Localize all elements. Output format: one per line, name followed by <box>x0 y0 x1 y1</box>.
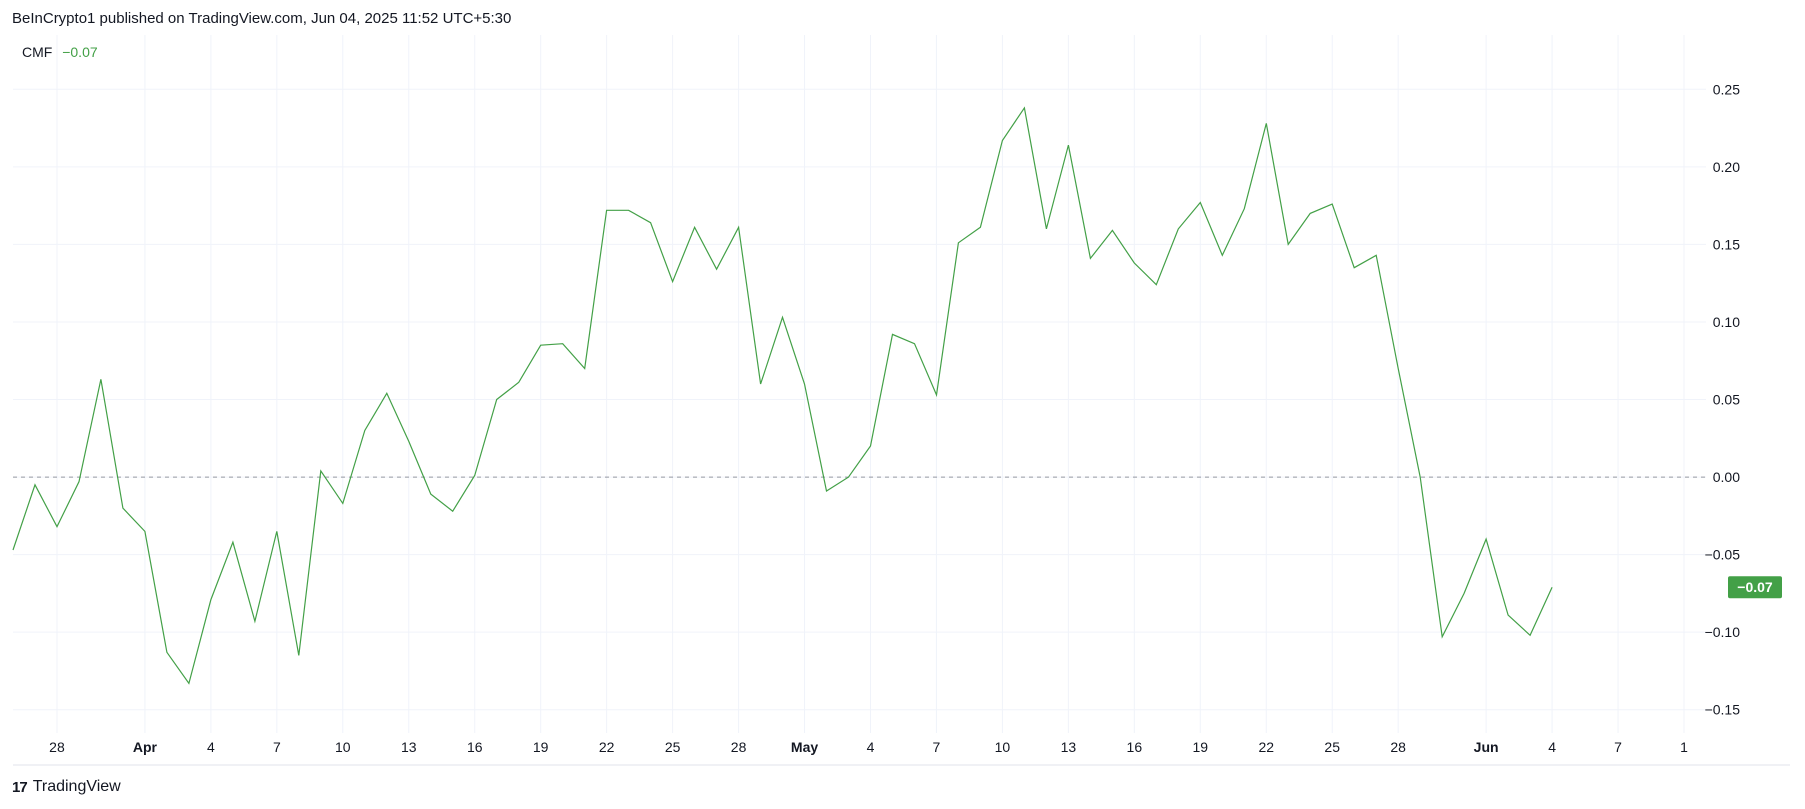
grid <box>13 35 1706 733</box>
indicator-value: −0.07 <box>62 44 98 60</box>
x-tick-label: 22 <box>1258 739 1274 755</box>
x-tick-label: 28 <box>1390 739 1406 755</box>
x-tick-label: 25 <box>665 739 681 755</box>
x-tick-label: 4 <box>867 739 875 755</box>
cmf-line <box>12 106 1553 685</box>
x-tick-label: 28 <box>49 739 65 755</box>
x-tick-label: 7 <box>273 739 281 755</box>
x-axis: 28 Apr 4 7 10 13 16 19 22 25 28 May 4 7 10 13 16 19 22 25 28… <box>49 739 1688 755</box>
x-tick-label: 13 <box>401 739 417 755</box>
y-tick-label: −0.15 <box>1705 702 1741 718</box>
y-tick-label: 0.00 <box>1713 469 1740 485</box>
x-tick-label: 19 <box>533 739 549 755</box>
y-tick-label: 0.25 <box>1713 81 1740 97</box>
indicator-legend[interactable]: CMF −0.07 <box>22 44 98 60</box>
x-tick-label: 7 <box>933 739 941 755</box>
x-tick-label: Apr <box>133 739 158 755</box>
y-tick-label: 0.20 <box>1713 159 1740 175</box>
x-tick-label: 16 <box>467 739 483 755</box>
x-tick-label: 25 <box>1324 739 1340 755</box>
x-tick-label: 28 <box>731 739 747 755</box>
indicator-name: CMF <box>22 44 53 60</box>
x-tick-label: 7 <box>1614 739 1622 755</box>
y-axis: 0.25 0.20 0.15 0.10 0.05 0.00 −0.05 −0.10 −0.15 <box>1705 81 1741 717</box>
x-tick-label: 10 <box>995 739 1011 755</box>
x-tick-label: 10 <box>335 739 351 755</box>
brand-name: TradingView <box>32 778 121 795</box>
x-tick-label: 1 <box>1680 739 1688 755</box>
x-tick-label: 19 <box>1193 739 1209 755</box>
last-value-label: −0.07 <box>1737 579 1773 595</box>
x-tick-label: 4 <box>1548 739 1556 755</box>
y-tick-label: 0.10 <box>1713 314 1740 330</box>
x-tick-label: May <box>791 739 818 755</box>
y-tick-label: −0.10 <box>1705 624 1741 640</box>
last-value-badge-group: −0.07 <box>1728 576 1782 599</box>
x-tick-label: 16 <box>1127 739 1143 755</box>
last-value-badge <box>1728 576 1782 599</box>
x-tick-label: 4 <box>207 739 215 755</box>
x-tick-label: Jun <box>1474 739 1499 755</box>
x-tick-label: 13 <box>1061 739 1077 755</box>
tradingview-logo-icon: 17 <box>12 778 28 796</box>
tradingview-brand[interactable]: 17 TradingView <box>12 778 121 796</box>
y-tick-label: −0.05 <box>1705 547 1741 563</box>
x-tick-label: 22 <box>599 739 615 755</box>
y-tick-label: 0.05 <box>1713 392 1740 408</box>
publish-info: BeInCrypto1 published on TradingView.com… <box>12 10 512 27</box>
y-tick-label: 0.15 <box>1713 236 1740 252</box>
